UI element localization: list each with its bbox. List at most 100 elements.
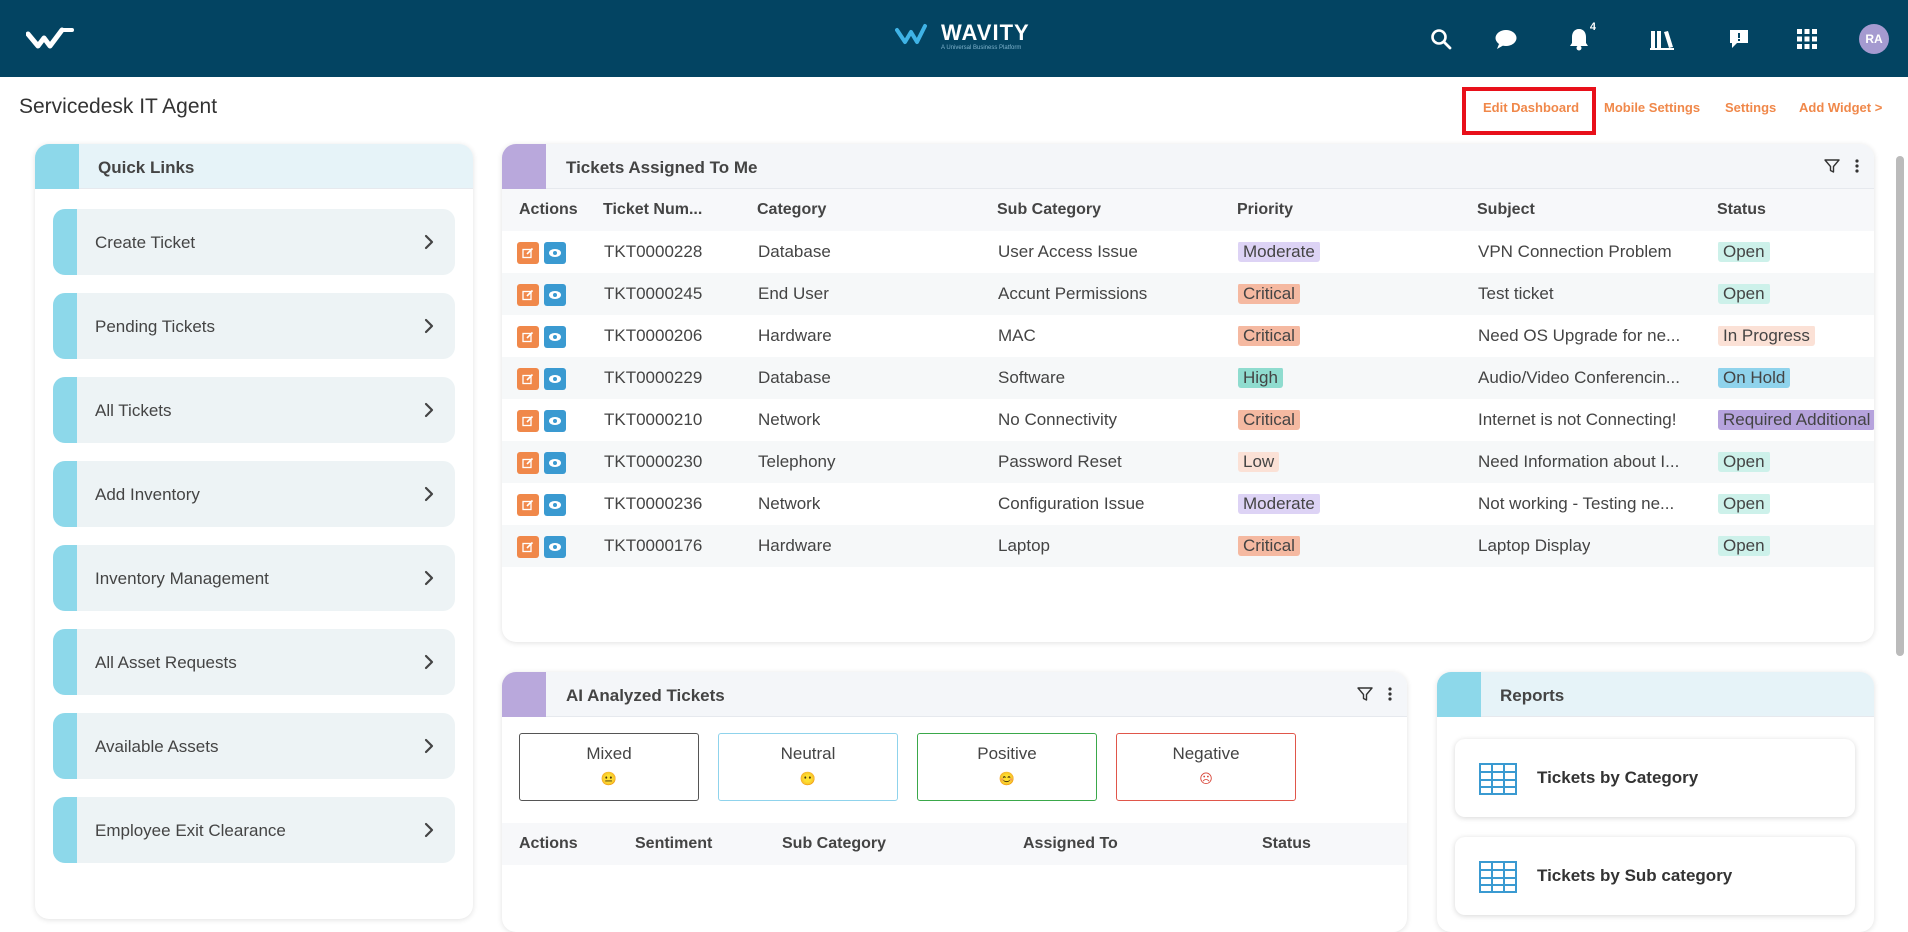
user-avatar[interactable]: RA (1859, 24, 1889, 54)
view-icon[interactable] (544, 452, 566, 474)
view-icon[interactable] (544, 242, 566, 264)
filter-icon[interactable] (1824, 158, 1840, 174)
quick-link-label: Pending Tickets (95, 317, 216, 336)
sentiment-card-positive[interactable]: Positive 😊 (917, 733, 1097, 801)
edit-icon[interactable] (517, 536, 539, 558)
brand-logo: WAVITY A Universal Business Platform (895, 22, 1030, 58)
column-header-ticket-number[interactable]: Ticket Num... (603, 201, 703, 218)
sentiment-face-icon: 😊 (998, 771, 1016, 786)
sentiment-label: Neutral (780, 744, 836, 763)
app-logo-icon[interactable] (26, 26, 76, 50)
chevron-right-icon (423, 654, 435, 675)
edit-icon[interactable] (517, 242, 539, 264)
add-widget-link[interactable]: Add Widget > (1799, 100, 1883, 115)
table-row[interactable]: TKT0000228 Database User Access Issue Moder… (502, 231, 1874, 273)
library-icon[interactable] (1649, 26, 1675, 52)
report-card[interactable]: Tickets by Sub category (1455, 837, 1855, 915)
chevron-right-icon (423, 486, 435, 507)
sentiment-label: Positive (977, 744, 1037, 763)
column-header-status[interactable]: Status (1262, 835, 1311, 852)
sentiment-card-mixed[interactable]: Mixed 😐 (519, 733, 699, 801)
priority-badge: Critical (1238, 410, 1300, 430)
sentiment-label: Mixed (586, 744, 632, 763)
quick-link-accent (53, 545, 77, 611)
apps-grid-icon[interactable] (1794, 26, 1820, 52)
more-icon[interactable] (1854, 158, 1860, 174)
priority-badge: Moderate (1238, 494, 1320, 514)
column-header-status[interactable]: Status (1717, 201, 1766, 218)
ticket-sub-category: MAC (998, 326, 1036, 345)
ticket-sub-category: Laptop (998, 536, 1050, 555)
status-badge: Required Additional (1718, 410, 1874, 430)
report-card[interactable]: Tickets by Category (1455, 739, 1855, 817)
table-row[interactable]: TKT0000176 Hardware Laptop Critical Laptop D… (502, 525, 1874, 567)
column-header-sub-category[interactable]: Sub Category (997, 201, 1102, 218)
notification-count-badge: 4 (1589, 21, 1596, 33)
page-scrollbar[interactable] (1896, 156, 1904, 656)
quick-link-item[interactable]: Employee Exit Clearance (53, 797, 455, 863)
column-header-sentiment[interactable]: Sentiment (635, 835, 713, 852)
column-header-subject[interactable]: Subject (1477, 201, 1535, 218)
table-row[interactable]: TKT0000230 Telephony Password Reset Low Need… (502, 441, 1874, 483)
edit-icon[interactable] (517, 410, 539, 432)
panel-accent (502, 144, 546, 189)
edit-icon[interactable] (517, 326, 539, 348)
column-header-category[interactable]: Category (757, 201, 827, 218)
quick-link-item[interactable]: Create Ticket (53, 209, 455, 275)
quick-link-item[interactable]: Inventory Management (53, 545, 455, 611)
mobile-settings-link[interactable]: Mobile Settings (1604, 100, 1701, 115)
column-header-sub-category[interactable]: Sub Category (782, 835, 887, 852)
bell-icon[interactable]: 4 (1566, 21, 1596, 52)
quick-link-accent (53, 293, 77, 359)
ticket-priority: Moderate (1238, 242, 1320, 262)
priority-badge: High (1238, 368, 1283, 388)
table-icon (1479, 763, 1517, 800)
brand-mark-icon (895, 24, 927, 44)
filter-icon[interactable] (1357, 686, 1373, 702)
edit-icon[interactable] (517, 452, 539, 474)
view-icon[interactable] (544, 494, 566, 516)
table-row[interactable]: TKT0000229 Database Software High Audio/Vide… (502, 357, 1874, 399)
quick-link-item[interactable]: Add Inventory (53, 461, 455, 527)
quick-link-item[interactable]: All Tickets (53, 377, 455, 443)
view-icon[interactable] (544, 326, 566, 348)
view-icon[interactable] (544, 536, 566, 558)
view-icon[interactable] (544, 368, 566, 390)
edit-icon[interactable] (517, 284, 539, 306)
column-header-priority[interactable]: Priority (1237, 201, 1294, 218)
ticket-status: Open (1718, 242, 1770, 262)
view-icon[interactable] (544, 284, 566, 306)
more-icon[interactable] (1387, 686, 1393, 702)
ticket-sub-category: Accunt Permissions (998, 284, 1148, 303)
quick-link-item[interactable]: Pending Tickets (53, 293, 455, 359)
chat-icon[interactable] (1493, 26, 1519, 52)
edit-icon[interactable] (517, 494, 539, 516)
report-label: Tickets by Category (1537, 768, 1699, 787)
sentiment-card-negative[interactable]: Negative ☹ (1116, 733, 1296, 801)
table-row[interactable]: TKT0000236 Network Configuration Issue Mode… (502, 483, 1874, 525)
status-badge: Open (1718, 452, 1770, 472)
quick-link-item[interactable]: Available Assets (53, 713, 455, 779)
search-icon[interactable] (1428, 26, 1454, 52)
ticket-subject: Laptop Display (1478, 536, 1591, 555)
reports-panel: Reports Tickets by Category Tickets by Su… (1437, 672, 1874, 932)
view-icon[interactable] (544, 410, 566, 432)
priority-badge: Critical (1238, 536, 1300, 556)
table-row[interactable]: TKT0000210 Network No Connectivity Critical… (502, 399, 1874, 441)
feedback-icon[interactable] (1726, 26, 1752, 52)
table-row[interactable]: TKT0000206 Hardware MAC Critical Need OS Upg… (502, 315, 1874, 357)
ticket-subject: Internet is not Connecting! (1478, 410, 1677, 429)
settings-link[interactable]: Settings (1725, 100, 1777, 115)
quick-link-item[interactable]: All Asset Requests (53, 629, 455, 695)
quick-link-accent (53, 713, 77, 779)
sentiment-card-neutral[interactable]: Neutral 😶 (718, 733, 898, 801)
column-header-assigned-to[interactable]: Assigned To (1023, 835, 1118, 852)
edit-dashboard-link[interactable]: Edit Dashboard (1483, 100, 1580, 115)
table-row[interactable]: TKT0000245 End User Accunt Permissions Crit… (502, 273, 1874, 315)
edit-icon[interactable] (517, 368, 539, 390)
ticket-priority: Low (1238, 452, 1280, 472)
ticket-category: End User (758, 284, 829, 303)
quick-link-label: Available Assets (95, 737, 219, 756)
sentiment-face-icon: 😐 (600, 771, 618, 786)
ticket-category: Network (758, 410, 821, 429)
